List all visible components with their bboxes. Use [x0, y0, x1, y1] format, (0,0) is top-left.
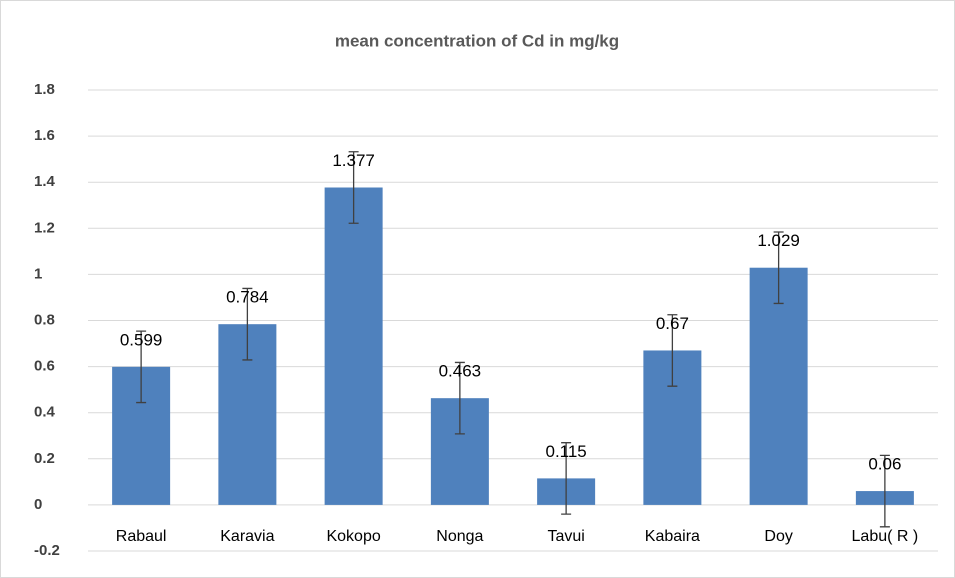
y-tick-label: 1.6 [34, 127, 55, 144]
error-bar [454, 361, 465, 435]
error-bar [348, 151, 359, 224]
bar [749, 267, 808, 505]
error-bar [136, 330, 147, 404]
error-bar [667, 314, 678, 387]
y-tick-label: 1.2 [34, 219, 55, 236]
y-tick-label: 0.2 [34, 450, 55, 467]
y-tick-label: 0.6 [34, 358, 55, 375]
data-label: 0.784 [226, 288, 269, 307]
x-tick-label: Kokopo [326, 528, 380, 545]
data-label: 0.67 [656, 314, 689, 333]
bar [324, 187, 383, 505]
error-bar [773, 231, 784, 305]
y-tick-label: 1.4 [34, 173, 56, 190]
x-tick-label: Nonga [436, 528, 483, 545]
error-bar [879, 454, 890, 528]
data-label: 1.377 [332, 151, 375, 170]
y-tick-label: 0.8 [34, 311, 55, 328]
chart-title: mean concentration of Cd in mg/kg [335, 31, 619, 50]
y-tick-label: 1 [34, 265, 42, 282]
x-tick-label: Doy [764, 528, 792, 545]
y-tick-label: 0.4 [34, 404, 56, 421]
y-tick-label: 1.8 [34, 81, 55, 98]
x-tick-label: Kabaira [645, 528, 700, 545]
data-label: 0.463 [439, 362, 482, 381]
y-tick-label: -0.2 [34, 542, 60, 559]
data-label: 0.06 [868, 455, 901, 474]
x-tick-label: Labu( R ) [852, 528, 919, 545]
data-label: 0.115 [545, 442, 586, 461]
data-label: 0.599 [120, 330, 163, 349]
x-tick-label: Rabaul [116, 528, 167, 545]
x-tick-label: Tavui [547, 528, 584, 545]
x-tick-label: Karavia [220, 528, 274, 545]
data-label: 1.029 [757, 231, 800, 250]
error-bar [561, 442, 572, 515]
error-bar [242, 287, 253, 361]
y-tick-label: 0 [34, 496, 42, 513]
